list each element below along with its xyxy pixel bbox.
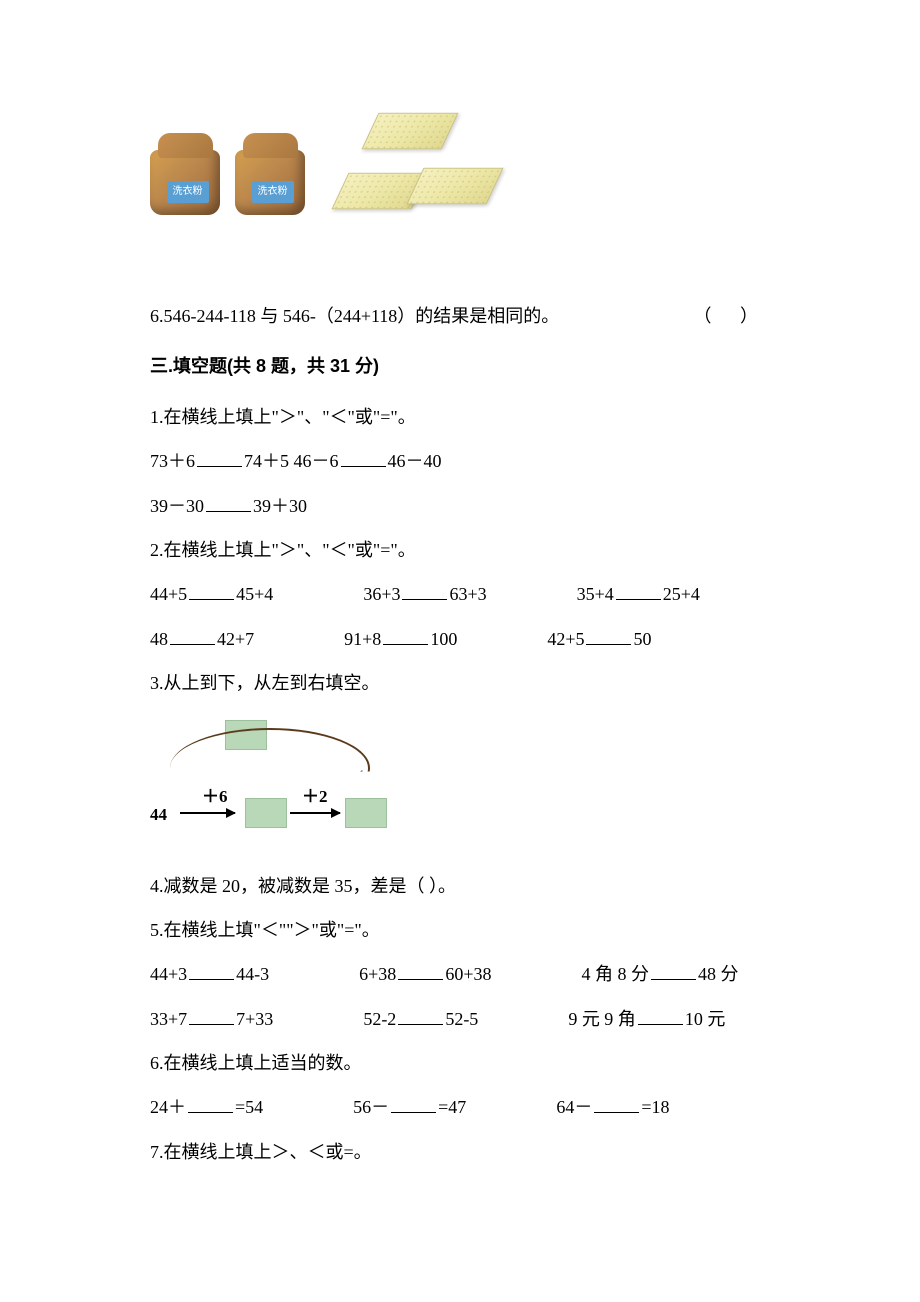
blank[interactable] bbox=[651, 959, 696, 981]
fill-q1-line2: 39－3039＋30 bbox=[150, 490, 770, 522]
q6-text: 6.546-244-118 与 546-（244+118）的结果是相同的。 bbox=[150, 300, 559, 332]
diagram-op1: ＋6 bbox=[202, 782, 228, 813]
fill-q5-row1: 44+344-3 6+3860+38 4 角 8 分48 分 bbox=[150, 958, 770, 990]
fill-q3-prompt: 3.从上到下，从左到右填空。 bbox=[150, 667, 770, 699]
soap-bar bbox=[407, 168, 504, 204]
blank[interactable] bbox=[189, 959, 234, 981]
blank[interactable] bbox=[398, 959, 443, 981]
arrow-icon bbox=[290, 812, 340, 814]
fill-q1-line1: 73＋674＋5 46－646－40 bbox=[150, 445, 770, 477]
arrow-icon bbox=[180, 812, 235, 814]
fill-q4: 4.减数是 20，被减数是 35，差是（ ）。 bbox=[150, 870, 770, 902]
blank[interactable] bbox=[189, 1003, 234, 1025]
blank[interactable] bbox=[188, 1092, 233, 1114]
fill-q6-prompt: 6.在横线上填上适当的数。 bbox=[150, 1047, 770, 1079]
fill-q5-row2: 33+77+33 52-252-5 9 元 9 角10 元 bbox=[150, 1003, 770, 1035]
fill-q2-prompt: 2.在横线上填上"＞"、"＜"或"="。 bbox=[150, 534, 770, 566]
blank[interactable] bbox=[197, 446, 242, 468]
soap-group bbox=[340, 100, 500, 240]
section-3-title: 三.填空题(共 8 题，共 31 分) bbox=[150, 350, 770, 382]
judgment-q6: 6.546-244-118 与 546-（244+118）的结果是相同的。 （ … bbox=[150, 300, 770, 332]
fill-q1-prompt: 1.在横线上填上"＞"、"＜"或"="。 bbox=[150, 401, 770, 433]
detergent-bag: 洗衣粉 bbox=[235, 125, 310, 215]
blank[interactable] bbox=[594, 1092, 639, 1114]
answer-box[interactable] bbox=[245, 798, 287, 828]
bag-label: 洗衣粉 bbox=[167, 181, 209, 203]
bag-label: 洗衣粉 bbox=[252, 181, 294, 203]
product-illustration: 洗衣粉 洗衣粉 bbox=[150, 100, 770, 240]
fill-q2-row2: 4842+7 91+8100 42+550 bbox=[150, 623, 770, 655]
arc-arrow bbox=[170, 728, 370, 808]
blank[interactable] bbox=[341, 446, 386, 468]
soap-bar bbox=[362, 113, 459, 149]
blank[interactable] bbox=[206, 490, 251, 512]
answer-box[interactable] bbox=[345, 798, 387, 828]
fill-q6-row1: 24＋=54 56－=47 64－=18 bbox=[150, 1091, 770, 1123]
diagram-op2: ＋2 bbox=[302, 782, 328, 813]
flow-diagram: 44 ＋6 ＋2 bbox=[150, 720, 390, 840]
fill-q5-prompt: 5.在横线上填"＜""＞"或"="。 bbox=[150, 914, 770, 946]
diagram-start-value: 44 bbox=[150, 800, 167, 831]
blank[interactable] bbox=[616, 579, 661, 601]
blank[interactable] bbox=[586, 623, 631, 645]
blank[interactable] bbox=[391, 1092, 436, 1114]
fill-q2-row1: 44+545+4 36+363+3 35+425+4 bbox=[150, 578, 770, 610]
detergent-bag: 洗衣粉 bbox=[150, 125, 225, 215]
blank[interactable] bbox=[638, 1003, 683, 1025]
blank[interactable] bbox=[398, 1003, 443, 1025]
blank[interactable] bbox=[189, 579, 234, 601]
q6-paren: （ ） bbox=[694, 300, 771, 332]
blank[interactable] bbox=[383, 623, 428, 645]
fill-q7: 7.在横线上填上＞、＜或=。 bbox=[150, 1136, 770, 1168]
blank[interactable] bbox=[170, 623, 215, 645]
blank[interactable] bbox=[402, 579, 447, 601]
